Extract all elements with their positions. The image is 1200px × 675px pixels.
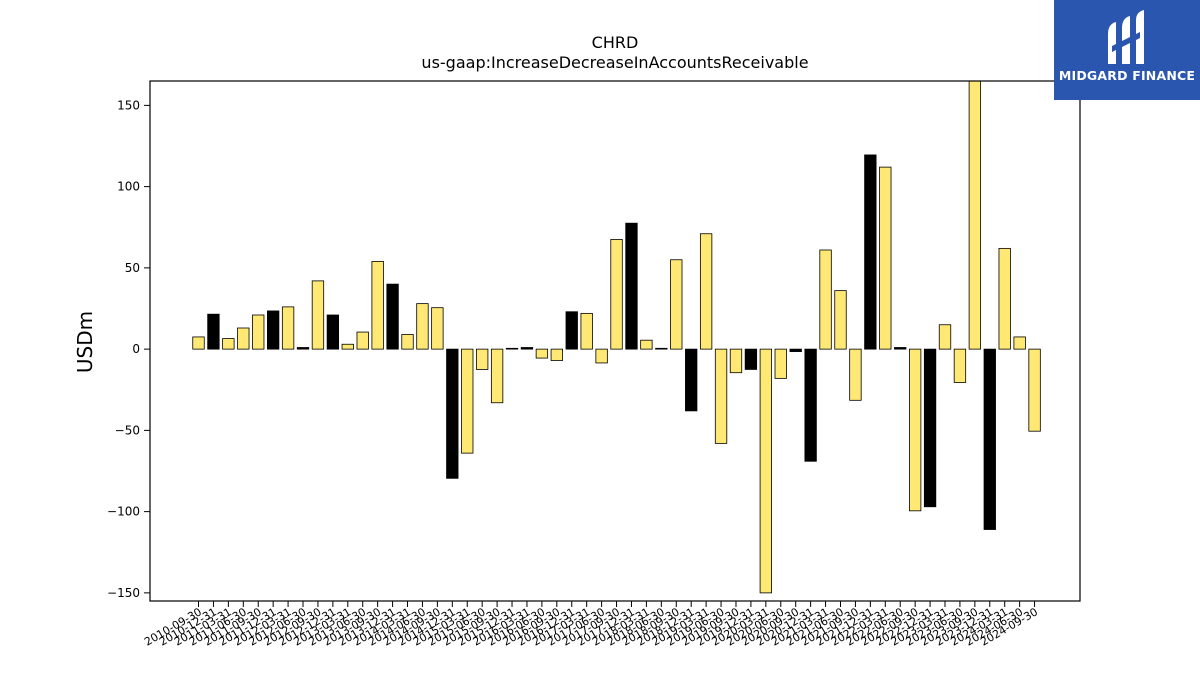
bar-2011-12-31 [266,310,280,350]
bar-2020-03-31 [759,348,772,594]
bar-2021-06-30 [834,290,847,350]
bar-2018-09-30 [670,259,683,350]
bar-2017-06-30 [595,348,608,364]
bar-2020-06-30 [774,348,787,379]
bar-2017-03-31 [580,312,593,350]
bar-2022-03-31 [879,166,892,350]
bar-2020-12-31 [804,348,817,462]
chart-title: CHRD [592,33,639,52]
bar-2024-06-30 [1013,336,1026,350]
bar-2014-09-30 [431,307,444,350]
bar-2016-09-30 [550,348,563,361]
bar-2018-06-30 [655,347,668,350]
y-tick-label: 0 [132,342,140,356]
bar-2013-06-30 [356,331,369,350]
chart-subtitle: us-gaap:IncreaseDecreaseInAccountsReceiv… [421,53,808,72]
y-tick-label: −150 [107,586,140,600]
bar-2019-09-30 [729,348,743,374]
bar-2019-06-30 [714,348,728,444]
bar-2016-03-31 [520,347,534,350]
midgard-logo-icon [1108,10,1144,64]
bar-2011-06-30 [237,327,250,350]
bar-2021-09-30 [849,348,862,401]
bar-2015-12-31 [505,347,519,350]
bar-2015-09-30 [490,348,504,404]
bar-2014-12-31 [446,348,459,479]
bar-2012-03-31 [281,306,295,350]
bar-2024-03-31 [998,247,1011,350]
bar-2023-03-31 [938,324,952,350]
bar-2011-09-30 [252,314,265,350]
x-axis-ticks: 2010-09-302010-12-312011-03-312011-06-30… [142,601,1040,649]
y-axis-ticks: −150 −100 −50 0 50 100 150 [107,98,150,600]
logo-text: MIDGARD FINANCE [1058,68,1196,83]
bar-2012-06-30 [296,347,310,350]
bar-2012-09-30 [311,280,325,350]
bar-2013-09-30 [371,260,384,350]
y-tick-label: −50 [115,423,140,437]
bar-2023-12-31 [983,348,996,530]
bar-2022-09-30 [908,348,922,512]
y-tick-label: 50 [125,261,140,275]
bar-2019-12-31 [744,348,758,370]
bars-group [192,80,1041,594]
bar-2013-03-31 [341,343,354,350]
bar-2010-12-31 [207,313,220,350]
plot-frame [149,80,1081,602]
y-tick-label: 100 [117,180,140,194]
bar-2016-12-31 [565,311,578,350]
bar-2015-06-30 [476,348,489,370]
midgard-finance-logo: MIDGARD FINANCE [1054,0,1200,100]
bar-2017-09-30 [610,239,623,350]
bar-2017-12-31 [625,222,638,350]
bar-2015-03-31 [461,348,474,454]
y-tick-label: 150 [117,98,140,112]
bar-2020-09-30 [789,348,802,352]
bar-2010-09-30 [192,336,205,350]
bar-2012-12-31 [326,314,340,350]
bar-2022-12-31 [923,348,937,508]
bar-2011-03-31 [222,338,235,350]
bar-2023-06-30 [953,348,967,383]
bar-2018-03-31 [640,339,653,350]
bar-2024-09-30 [1028,348,1041,432]
bar-2022-06-30 [894,347,907,350]
bar-2014-03-31 [401,334,414,350]
y-axis-label: USDm [73,311,97,373]
bar-2013-12-31 [386,283,399,350]
bar-2019-03-31 [699,233,713,350]
bar-2023-09-30 [968,80,982,350]
bar-2021-12-31 [864,154,877,350]
bar-2016-06-30 [535,348,549,359]
bar-2018-12-31 [685,348,698,412]
bar-2021-03-31 [819,249,832,350]
bar-2014-06-30 [416,303,429,350]
y-tick-label: −100 [107,505,140,519]
